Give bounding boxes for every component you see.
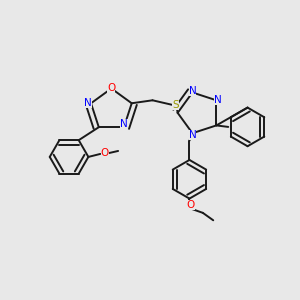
Text: N: N: [189, 86, 196, 96]
Text: N: N: [84, 98, 92, 108]
Text: S: S: [172, 100, 179, 110]
Text: N: N: [214, 95, 222, 105]
Text: O: O: [107, 83, 116, 94]
Text: N: N: [189, 130, 196, 140]
Text: O: O: [100, 148, 109, 158]
Text: O: O: [187, 200, 195, 210]
Text: N: N: [120, 119, 128, 129]
